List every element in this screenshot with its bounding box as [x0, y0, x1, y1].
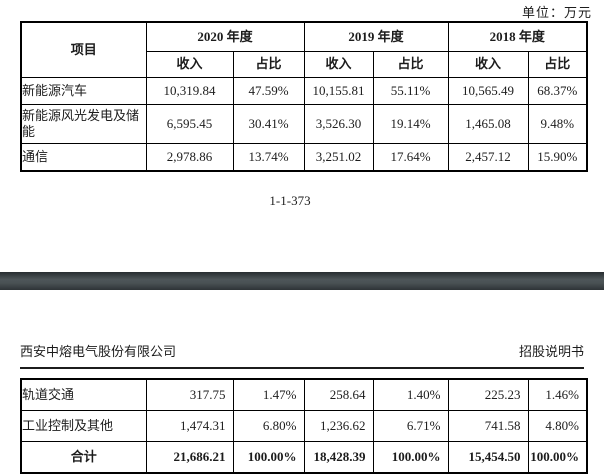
cell-value: 4.80% [527, 410, 588, 442]
cell-value: 1,465.08 [447, 104, 529, 144]
total-row: 合计 21,686.21 100.00% 18,428.39 100.00% 1… [20, 441, 588, 474]
sub-header-share: 占比 [232, 51, 305, 78]
cell-value: 100.00% [527, 441, 588, 474]
cell-value: 1.47% [232, 378, 305, 411]
doc-header: 西安中熔电气股份有限公司 招股说明书 [20, 341, 584, 369]
revenue-table-page1: 项目 2020 年度 2019 年度 2018 年度 收入 占比 收入 占比 收… [20, 21, 589, 172]
cell-value: 6.80% [232, 410, 305, 442]
cell-value: 47.59% [232, 77, 305, 105]
cell-value: 741.58 [447, 410, 529, 442]
cell-value: 1.46% [527, 378, 588, 411]
cell-value: 55.11% [372, 77, 449, 105]
cell-value: 3,526.30 [303, 104, 374, 144]
cell-value: 100.00% [372, 441, 449, 474]
sub-header-income: 收入 [447, 51, 529, 78]
table-row: 新能源风光发电及储能 6,595.45 30.41% 3,526.30 19.1… [20, 104, 588, 144]
cell-value: 6,595.45 [145, 104, 234, 144]
cell-value: 1.40% [372, 378, 449, 411]
page-separator-bar [0, 272, 604, 290]
cell-value: 10,565.49 [447, 77, 529, 105]
sub-header-income: 收入 [145, 51, 234, 78]
cell-value: 258.64 [303, 378, 374, 411]
row-label: 通信 [20, 143, 147, 172]
row-label: 合计 [20, 441, 147, 474]
table-row: 工业控制及其他 1,474.31 6.80% 1,236.62 6.71% 74… [20, 410, 588, 442]
cell-value: 15,454.50 [447, 441, 529, 474]
cell-value: 30.41% [232, 104, 305, 144]
table-row: 新能源汽车 10,319.84 47.59% 10,155.81 55.11% … [20, 77, 588, 105]
row-label: 新能源风光发电及储能 [20, 104, 147, 144]
page-number: 1-1-373 [269, 193, 311, 208]
cell-value: 18,428.39 [303, 441, 374, 474]
cell-value: 1,236.62 [303, 410, 374, 442]
cell-value: 225.23 [447, 378, 529, 411]
cell-value: 2,978.86 [145, 143, 234, 172]
cell-value: 6.71% [372, 410, 449, 442]
unit-label: 单位：万元 [521, 5, 592, 20]
doc-type-label: 招股说明书 [518, 344, 584, 359]
cell-value: 21,686.21 [145, 441, 234, 474]
year-header-2020: 2020 年度 [145, 21, 305, 52]
revenue-table-page2: 轨道交通 317.75 1.47% 258.64 1.40% 225.23 1.… [20, 378, 588, 474]
row-label: 工业控制及其他 [20, 410, 147, 442]
cell-value: 17.64% [372, 143, 449, 172]
cell-value: 9.48% [527, 104, 588, 144]
year-header-2018: 2018 年度 [447, 21, 588, 52]
sub-header-share: 占比 [372, 51, 449, 78]
cell-value: 10,155.81 [303, 77, 374, 105]
cell-value: 68.37% [527, 77, 588, 105]
row-label: 轨道交通 [20, 378, 147, 411]
row-label: 新能源汽车 [20, 77, 147, 105]
sub-header-income: 收入 [303, 51, 374, 78]
cell-value: 317.75 [145, 378, 234, 411]
table-row: 轨道交通 317.75 1.47% 258.64 1.40% 225.23 1.… [20, 378, 588, 411]
cell-value: 1,474.31 [145, 410, 234, 442]
cell-value: 2,457.12 [447, 143, 529, 172]
cell-value: 10,319.84 [145, 77, 234, 105]
cell-value: 3,251.02 [303, 143, 374, 172]
company-name: 西安中熔电气股份有限公司 [20, 344, 177, 359]
table-row: 通信 2,978.86 13.74% 3,251.02 17.64% 2,457… [20, 143, 588, 172]
col-header-item: 项目 [20, 21, 147, 78]
sub-header-share: 占比 [527, 51, 588, 78]
year-header-2019: 2019 年度 [303, 21, 449, 52]
cell-value: 15.90% [527, 143, 588, 172]
cell-value: 19.14% [372, 104, 449, 144]
cell-value: 13.74% [232, 143, 305, 172]
cell-value: 100.00% [232, 441, 305, 474]
